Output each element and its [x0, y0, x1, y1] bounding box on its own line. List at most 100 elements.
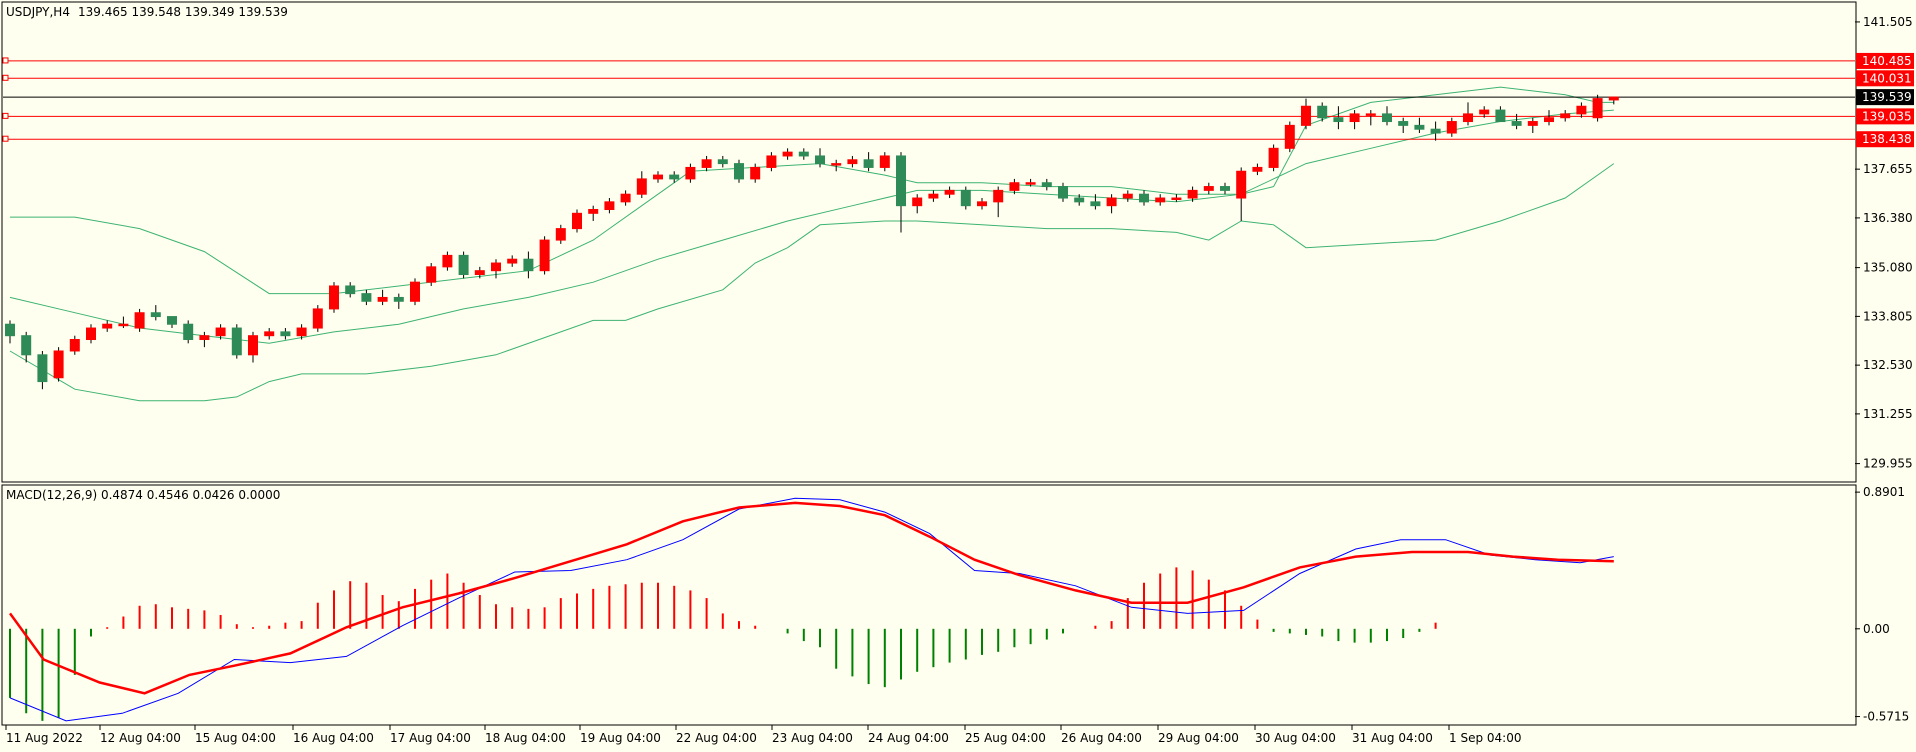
macd-panel[interactable]: [1, 484, 1857, 726]
candle-body: [1560, 113, 1571, 119]
candle-body: [1349, 113, 1360, 123]
candle-body: [620, 193, 631, 203]
time-tick-label: 29 Aug 04:00: [1158, 731, 1239, 745]
macd-histogram: [9, 567, 1437, 721]
candle-body: [1414, 124, 1425, 130]
candle-body: [1479, 109, 1490, 115]
candle-body: [636, 178, 647, 195]
candle-body: [572, 212, 582, 230]
candle-body: [410, 281, 420, 302]
candle-body: [474, 270, 485, 276]
price-tick-label: 131.255: [1863, 407, 1913, 421]
candle-body: [863, 159, 874, 168]
candle-body: [1058, 186, 1068, 199]
candle-body: [896, 155, 906, 207]
candle-body: [377, 296, 388, 302]
time-tick-label: 11 Aug 2022: [6, 731, 83, 745]
price-tick-label: 137.655: [1863, 162, 1913, 176]
level-anchor: [2, 112, 9, 119]
candle-body: [102, 323, 113, 329]
bollinger-lower-line: [9, 163, 1615, 402]
level-label-box: [1856, 52, 1914, 69]
bollinger-bands: [9, 86, 1615, 402]
bollinger-upper-line: [10, 86, 1614, 295]
macd-signal-line: [8, 501, 1614, 695]
level-label-box: [1856, 70, 1914, 87]
candle-body: [717, 159, 728, 165]
level-label: 139.035: [1862, 109, 1912, 123]
candle-body: [458, 254, 469, 276]
time-tick-label: 1 Sep 04:00: [1449, 731, 1521, 745]
candle-body: [1398, 121, 1409, 126]
candle-body: [1106, 197, 1117, 207]
candle-body: [1074, 197, 1085, 203]
candle-body: [960, 189, 971, 207]
level-anchor: [2, 74, 9, 81]
candle-body: [426, 266, 437, 283]
candle-body: [1430, 128, 1441, 134]
candle-body: [1041, 182, 1052, 188]
candle-body: [944, 189, 955, 195]
macd-axis: 0.8901 0.00 -0.5715: [1855, 485, 1909, 724]
candle-body: [669, 174, 680, 180]
candle-body: [1592, 98, 1603, 119]
candle-body: [653, 174, 663, 180]
candle-body: [1171, 197, 1182, 201]
candle-body: [361, 293, 372, 302]
time-tick-label: 24 Aug 04:00: [868, 731, 949, 745]
candle-body: [1090, 201, 1101, 207]
candle-body: [312, 308, 323, 329]
price-tick-label: 135.080: [1863, 261, 1913, 275]
candle-body: [1511, 121, 1522, 126]
candle-body: [345, 285, 356, 295]
level-anchor: [2, 135, 9, 142]
candle-body: [685, 166, 696, 180]
candle-body: [280, 331, 291, 337]
bollinger-middle-line: [9, 109, 1614, 344]
candle-body: [782, 151, 793, 157]
candle-body: [134, 312, 145, 329]
price-panel[interactable]: [1, 1, 1857, 483]
candle-body: [1009, 182, 1020, 191]
candle-body: [1446, 121, 1457, 134]
candle-body: [798, 151, 809, 157]
time-tick-label: 23 Aug 04:00: [772, 731, 853, 745]
time-tick-label: 18 Aug 04:00: [485, 731, 566, 745]
level-anchor: [2, 57, 9, 64]
candle-body: [1252, 166, 1263, 172]
candle-body: [1220, 186, 1230, 191]
candle-body: [69, 339, 80, 352]
candle-body: [1317, 105, 1328, 119]
candle-body: [1576, 105, 1587, 115]
candle-body: [215, 327, 226, 337]
candle-body: [5, 323, 15, 337]
candle-body: [1495, 109, 1506, 123]
candle-body: [264, 331, 275, 337]
time-tick-label: 12 Aug 04:00: [100, 731, 181, 745]
candle-body: [1284, 124, 1295, 149]
candle-body: [1608, 96, 1619, 101]
price-tick-label: 129.955: [1863, 457, 1913, 471]
candle-body: [815, 155, 825, 165]
macd-line: [9, 497, 1614, 722]
candle-body: [555, 228, 566, 241]
candle-body: [1527, 121, 1538, 126]
candle-body: [118, 323, 129, 327]
time-tick-label: 26 Aug 04:00: [1061, 731, 1142, 745]
time-tick-label: 16 Aug 04:00: [293, 731, 374, 745]
candlesticks: [5, 94, 1619, 390]
level-label-box: [1856, 108, 1914, 125]
candle-body: [831, 163, 842, 166]
horizontal-levels: 140.485 140.031 139.035 138.438 139.539: [2, 52, 1914, 148]
candle-body: [1122, 193, 1133, 199]
candle-body: [977, 201, 987, 207]
candle-body: [847, 159, 858, 165]
candle-body: [167, 316, 177, 325]
candle-body: [993, 189, 1004, 203]
macd-tick-label: 0.00: [1863, 622, 1890, 636]
candle-body: [183, 323, 194, 341]
candle-body: [588, 208, 599, 214]
candle-body: [523, 258, 534, 272]
ohlc-label: 139.465 139.548 139.349 139.539: [78, 5, 288, 19]
